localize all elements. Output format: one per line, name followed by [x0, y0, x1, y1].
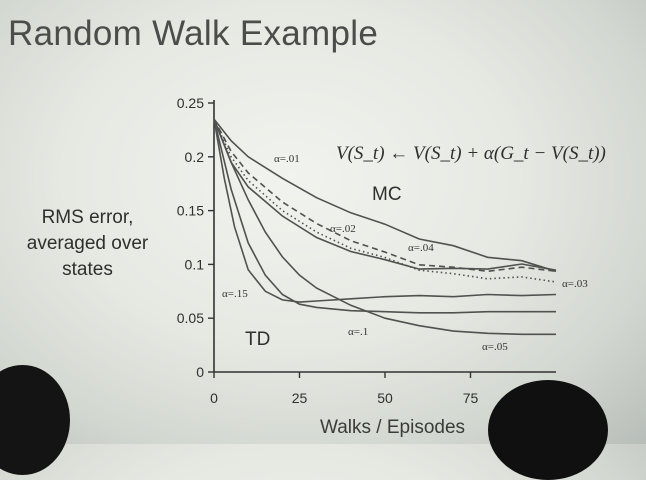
y-tick-label: 0.2 [185, 149, 205, 165]
chart-axes: 0 0.05 0.1 0.15 0.2 0.25 0 25 50 75 [177, 95, 556, 406]
series-line-α=.1 [213, 118, 556, 314]
x-tick-label: 75 [463, 390, 479, 406]
series-label-α=.05: α=.05 [482, 341, 508, 353]
series-line-α=.04 [213, 118, 557, 271]
x-tick-label: 25 [292, 390, 308, 406]
series-line-α=.01 [213, 118, 557, 273]
slide-title: Random Walk Example [8, 14, 379, 53]
series-line-α=.02 [213, 118, 557, 273]
update-equation: V(S_t) ← V(S_t) + α(G_t − V(S_t)) [336, 143, 606, 164]
series-label-α=.02: α=.02 [330, 223, 356, 235]
series-label-α=.1: α=.1 [348, 326, 368, 338]
audience-head-right [488, 380, 608, 480]
y-tick-label: 0.1 [185, 256, 205, 272]
series-line-α=.03 [213, 118, 557, 283]
series-line-α=.05 [213, 118, 556, 336]
y-axis-label: RMS error, averaged over states [26, 207, 149, 280]
series-label-α=.04: α=.04 [408, 242, 434, 254]
x-tick-label: 50 [377, 390, 393, 406]
x-axis-label: Walks / Episodes [320, 417, 465, 438]
series-label-α=.03: α=.03 [562, 278, 588, 290]
y-tick-label: 0.15 [177, 203, 204, 219]
chart-series [213, 118, 557, 336]
y-tick-label: 0 [196, 364, 204, 380]
y-tick-label: 0.05 [177, 310, 204, 326]
method-label-td: TD [245, 329, 270, 350]
chart: 00.050.10.150.20.250 25 50 75 α=.01α=.02α=.… [177, 95, 606, 438]
series-label-α=.01: α=.01 [274, 153, 300, 165]
y-tick-label: 0.25 [177, 95, 204, 111]
series-label-α=.15: α=.15 [222, 288, 248, 300]
method-label-mc: MC [372, 184, 402, 205]
series-line-α=.15 [213, 118, 557, 303]
chart-labels: α=.01 α=.02 α=.03 α=.04 α=.15 α=.1 α=.05 MC TD [222, 153, 588, 353]
x-tick-label: 0 [210, 390, 218, 406]
